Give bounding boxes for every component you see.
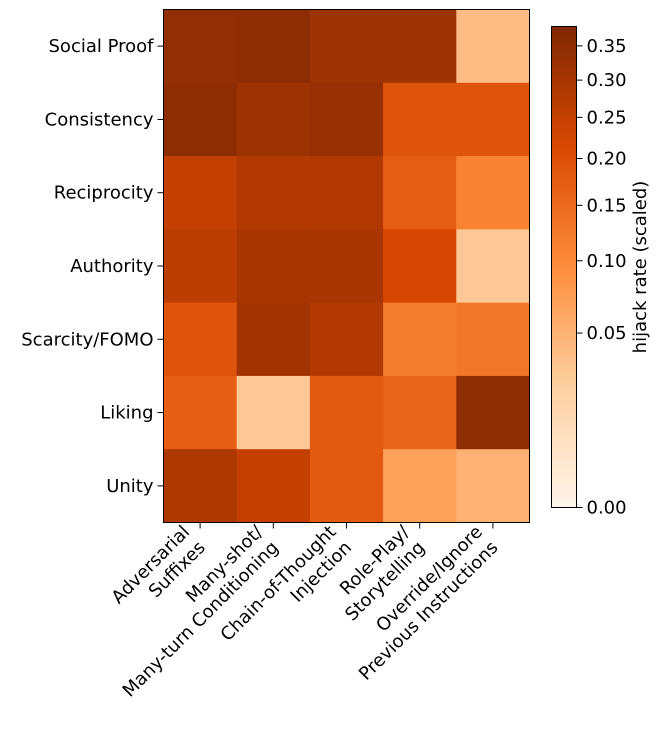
row-label: Authority: [70, 256, 154, 277]
row-label: Liking: [100, 403, 153, 424]
heatmap-cell: [309, 449, 384, 523]
heatmap-cell: [236, 9, 311, 84]
colorbar-tick-label: 0.15: [587, 195, 627, 216]
heatmap-cell: [383, 82, 457, 157]
heatmap-cell: [309, 9, 384, 84]
colorbar-tick-label: 0.00: [587, 498, 627, 519]
heatmap-cell: [236, 229, 311, 304]
heatmap-cell: [456, 82, 530, 157]
heatmap-cell: [456, 156, 530, 230]
heatmap-cell: [309, 229, 384, 304]
row-label: Scarcity/FOMO: [21, 329, 153, 350]
colorbar-ticks: 0.00 0.05 0.10 0.15 0.20 0.25 0.30 0.35: [576, 36, 627, 519]
heatmap-cell: [383, 156, 457, 230]
heatmap-cell: [456, 449, 530, 523]
heatmap-cell: [163, 302, 238, 377]
heatmap-cell: [383, 9, 457, 84]
heatmap-cell: [163, 449, 238, 523]
heatmap-cell: [309, 156, 384, 230]
row-label: Social Proof: [49, 36, 155, 57]
colorbar-tick-label: 0.20: [587, 149, 627, 170]
heatmap-cell: [309, 375, 384, 450]
heatmap-cell: [309, 82, 384, 157]
row-label: Consistency: [45, 109, 154, 130]
colorbar-tick-label: 0.35: [587, 36, 627, 57]
heatmap-cell: [309, 302, 384, 377]
heatmap-cell: [383, 302, 457, 377]
heatmap-cell: [236, 449, 311, 523]
row-labels: Social Proof Consistency Reciprocity Author…: [21, 36, 164, 497]
heatmap-cell: [236, 82, 311, 157]
heatmap-cell: [456, 375, 530, 450]
heatmap-cell: [163, 82, 238, 157]
heatmap-cell: [236, 375, 311, 450]
colorbar-tick-label: 0.10: [587, 251, 627, 272]
heatmap-cell: [163, 375, 238, 450]
heatmap-cell: [163, 9, 238, 84]
heatmap-cell: [163, 229, 238, 304]
heatmap-cell: [456, 9, 530, 84]
heatmap-cell: [163, 156, 238, 230]
colorbar-tick-label: 0.05: [587, 323, 627, 344]
heatmap-cells: [163, 9, 530, 523]
heatmap-cell: [456, 302, 530, 377]
heatmap-cell: [236, 302, 311, 377]
column-label: AdversarialSuffixes: [108, 522, 210, 624]
colorbar-tick-label: 0.30: [587, 70, 627, 91]
heatmap-cell: [383, 375, 457, 450]
heatmap-cell: [383, 229, 457, 304]
heatmap-cell: [456, 229, 530, 304]
row-label: Unity: [106, 476, 154, 497]
heatmap-cell: [236, 156, 311, 230]
heatmap-cell: [383, 449, 457, 523]
colorbar: [551, 26, 577, 508]
row-label: Reciprocity: [54, 183, 154, 204]
colorbar-label: hijack rate (scaled): [630, 181, 651, 354]
colorbar-tick-label: 0.25: [587, 107, 627, 128]
